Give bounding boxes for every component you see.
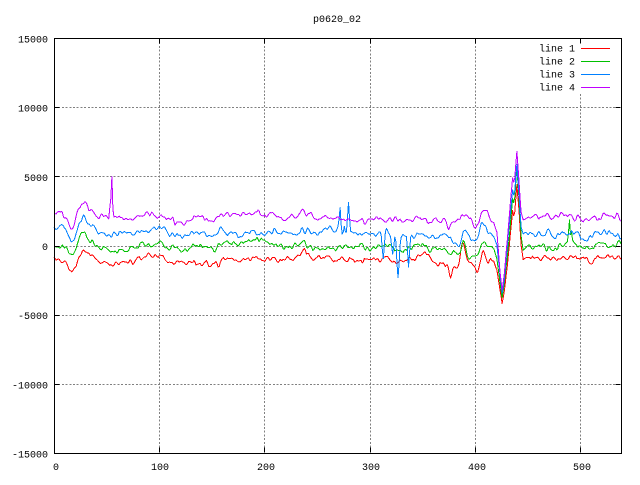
svg-text:-10000: -10000: [12, 381, 48, 392]
svg-text:line 1: line 1: [539, 44, 575, 56]
svg-text:0: 0: [53, 463, 59, 474]
svg-text:15000: 15000: [18, 36, 48, 47]
svg-text:5000: 5000: [24, 174, 48, 185]
svg-text:line 2: line 2: [539, 57, 575, 69]
svg-text:-5000: -5000: [18, 312, 48, 323]
svg-text:10000: 10000: [18, 105, 48, 116]
svg-text:p0620_02: p0620_02: [313, 15, 361, 26]
svg-text:400: 400: [468, 463, 486, 474]
svg-text:300: 300: [362, 463, 380, 474]
svg-text:0: 0: [42, 243, 48, 254]
svg-text:100: 100: [151, 463, 169, 474]
svg-text:line 3: line 3: [539, 70, 575, 82]
svg-text:line 4: line 4: [539, 83, 575, 95]
svg-text:-15000: -15000: [12, 451, 48, 462]
svg-text:500: 500: [573, 463, 591, 474]
svg-text:200: 200: [257, 463, 275, 474]
